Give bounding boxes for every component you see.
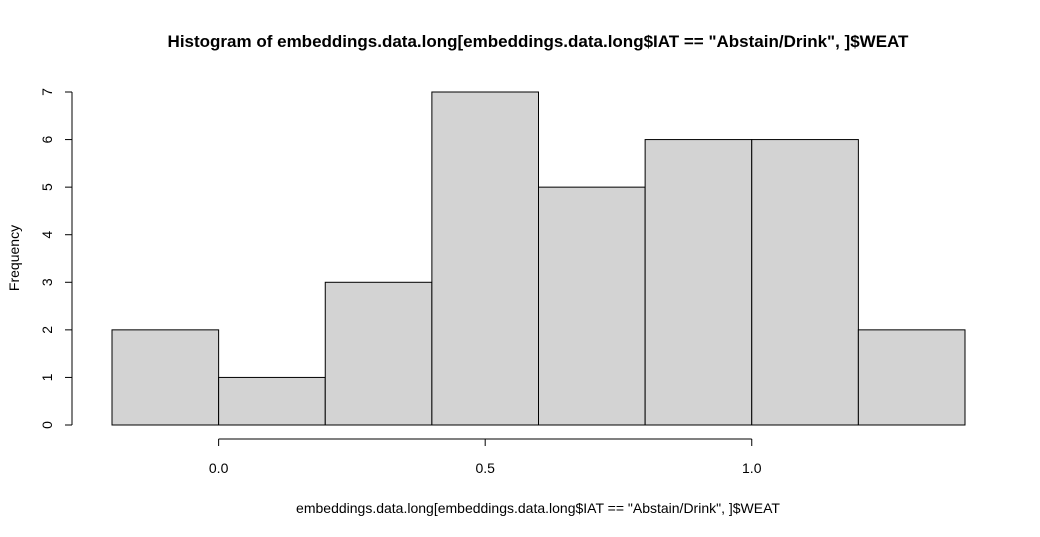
x-tick-label: 1.0 [742, 460, 762, 476]
x-axis-label: embeddings.data.long[embeddings.data.lon… [296, 500, 780, 516]
y-tick-label: 2 [39, 326, 55, 334]
histogram-bar-6 [751, 139, 859, 426]
histogram-bar-0 [111, 329, 220, 426]
histogram-bar-2 [324, 281, 433, 426]
chart-title: Histogram of embeddings.data.long[embedd… [168, 32, 910, 51]
y-tick-label: 7 [39, 88, 55, 96]
histogram-bar-1 [218, 376, 326, 426]
y-tick-label: 4 [39, 231, 55, 239]
y-tick-label: 1 [39, 373, 55, 381]
x-axis: 0.0 0.5 1.0 [209, 438, 762, 476]
histogram-bar-7 [857, 329, 966, 426]
histogram-bar-5 [644, 139, 753, 426]
x-tick-label: 0.0 [209, 460, 229, 476]
histogram-bar-4 [538, 186, 646, 426]
x-tick-label: 0.5 [475, 460, 495, 476]
y-tick-label: 3 [39, 278, 55, 286]
y-axis-label: Frequency [6, 225, 22, 291]
bars-group [111, 91, 966, 426]
y-axis: 0 1 2 3 4 5 6 7 [39, 88, 73, 429]
y-tick-label: 0 [39, 421, 55, 429]
y-tick-label: 6 [39, 135, 55, 143]
histogram-bar-3 [431, 91, 539, 426]
y-tick-label: 5 [39, 183, 55, 191]
